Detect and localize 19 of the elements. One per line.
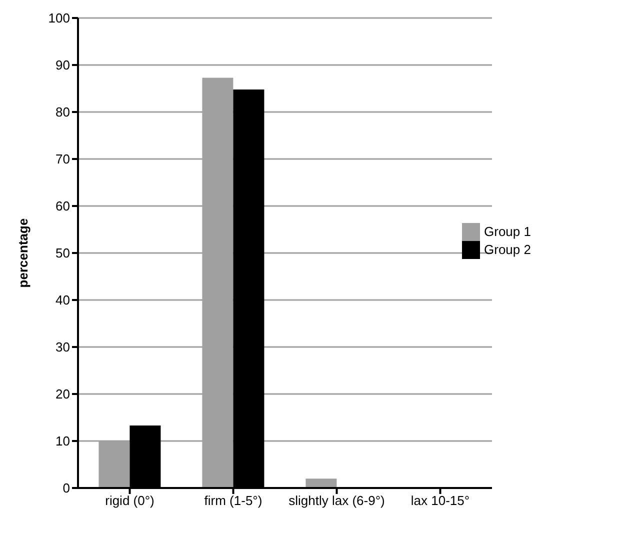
y-tick-label: 50 <box>56 246 70 261</box>
y-tick-label: 40 <box>56 292 70 308</box>
x-tick-label: lax 10-15° <box>410 493 470 508</box>
y-tick-label: 100 <box>48 10 70 26</box>
y-tick-label: 90 <box>56 58 70 73</box>
y-tick-label: 70 <box>56 152 70 167</box>
y-tick-label: 0 <box>62 480 70 496</box>
x-tick-label: slightly lax (6-9°) <box>288 493 385 508</box>
y-axis-title: percentage <box>16 218 31 288</box>
y-tick-label: 60 <box>56 198 70 214</box>
bar <box>306 478 337 488</box>
legend-label: Group 2 <box>484 242 531 258</box>
legend-label: Group 1 <box>484 224 531 240</box>
y-tick-label: 80 <box>56 104 70 120</box>
x-tick-label: firm (1-5°) <box>204 493 262 508</box>
y-tick-label: 20 <box>56 386 70 402</box>
y-tick-label: 30 <box>56 340 70 355</box>
y-tick-label: 10 <box>56 434 70 449</box>
x-tick-label: rigid (0°) <box>105 493 154 508</box>
